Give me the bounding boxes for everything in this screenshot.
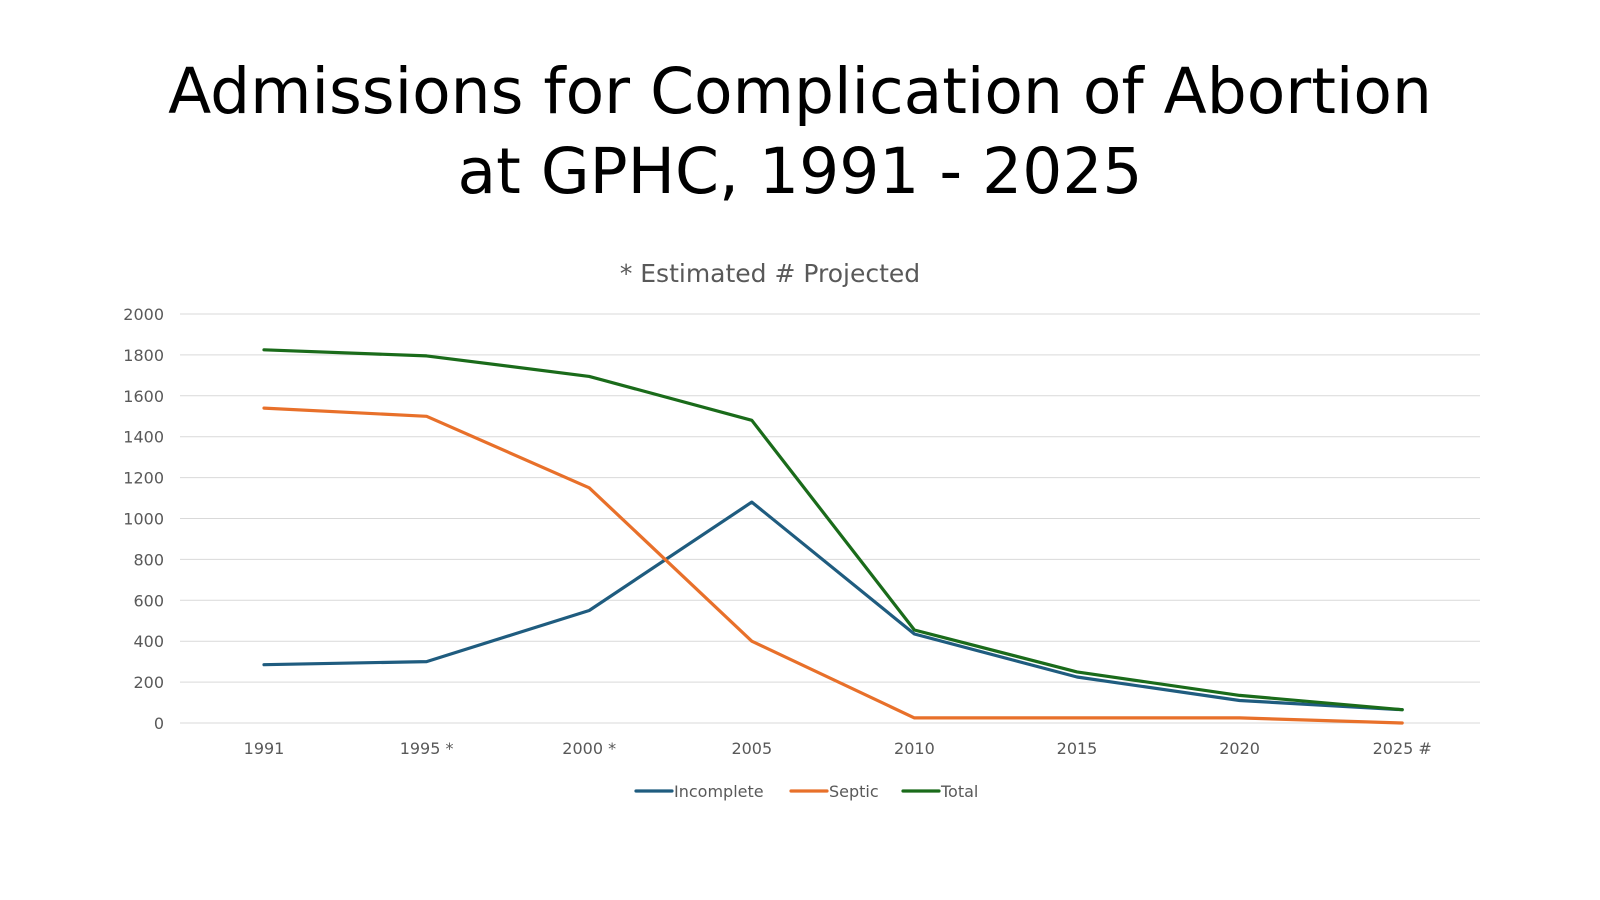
chart-subtitle: * Estimated # Projected	[620, 259, 920, 288]
legend-label-total: Total	[940, 782, 978, 801]
x-tick-label: 2025 #	[1373, 739, 1432, 758]
y-axis: 0 200 400 600 800 1000 1200 1400 1600 1800 2000	[123, 305, 164, 733]
x-axis: 1991 1995 * 2000 * 2005 2010 2015 2020 2025 #	[244, 739, 1432, 758]
y-tick-label: 800	[133, 550, 164, 569]
y-tick-label: 1000	[123, 510, 164, 529]
x-tick-label: 1991	[244, 739, 285, 758]
x-tick-label: 2010	[894, 739, 935, 758]
gridlines	[180, 313, 1480, 724]
slide-title-line-1: Admissions for Complication of Abortion	[168, 55, 1432, 128]
legend: Incomplete Septic Total	[634, 782, 978, 801]
x-tick-label: 1995 *	[400, 739, 454, 758]
y-tick-label: 400	[133, 632, 164, 651]
series-line-total	[262, 348, 1404, 712]
slide-title-line-2: at GPHC, 1991 - 2025	[457, 135, 1143, 208]
x-tick-label: 2005	[731, 739, 772, 758]
y-tick-label: 1200	[123, 469, 164, 488]
y-tick-label: 600	[133, 591, 164, 610]
legend-label-septic: Septic	[829, 782, 879, 801]
y-tick-label: 1800	[123, 346, 164, 365]
y-tick-label: 1400	[123, 428, 164, 447]
x-tick-label: 2015	[1057, 739, 1098, 758]
y-tick-label: 0	[154, 714, 164, 733]
slide-title: Admissions for Complication of Abortion …	[0, 52, 1600, 212]
y-tick-label: 2000	[123, 305, 164, 324]
series-line-septic	[262, 406, 1404, 725]
series-line-incomplete	[262, 500, 1404, 712]
x-tick-label: 2000 *	[562, 739, 616, 758]
y-tick-label: 200	[133, 673, 164, 692]
y-tick-label: 1600	[123, 387, 164, 406]
legend-label-incomplete: Incomplete	[674, 782, 764, 801]
series-lines	[262, 348, 1404, 725]
x-tick-label: 2020	[1219, 739, 1260, 758]
